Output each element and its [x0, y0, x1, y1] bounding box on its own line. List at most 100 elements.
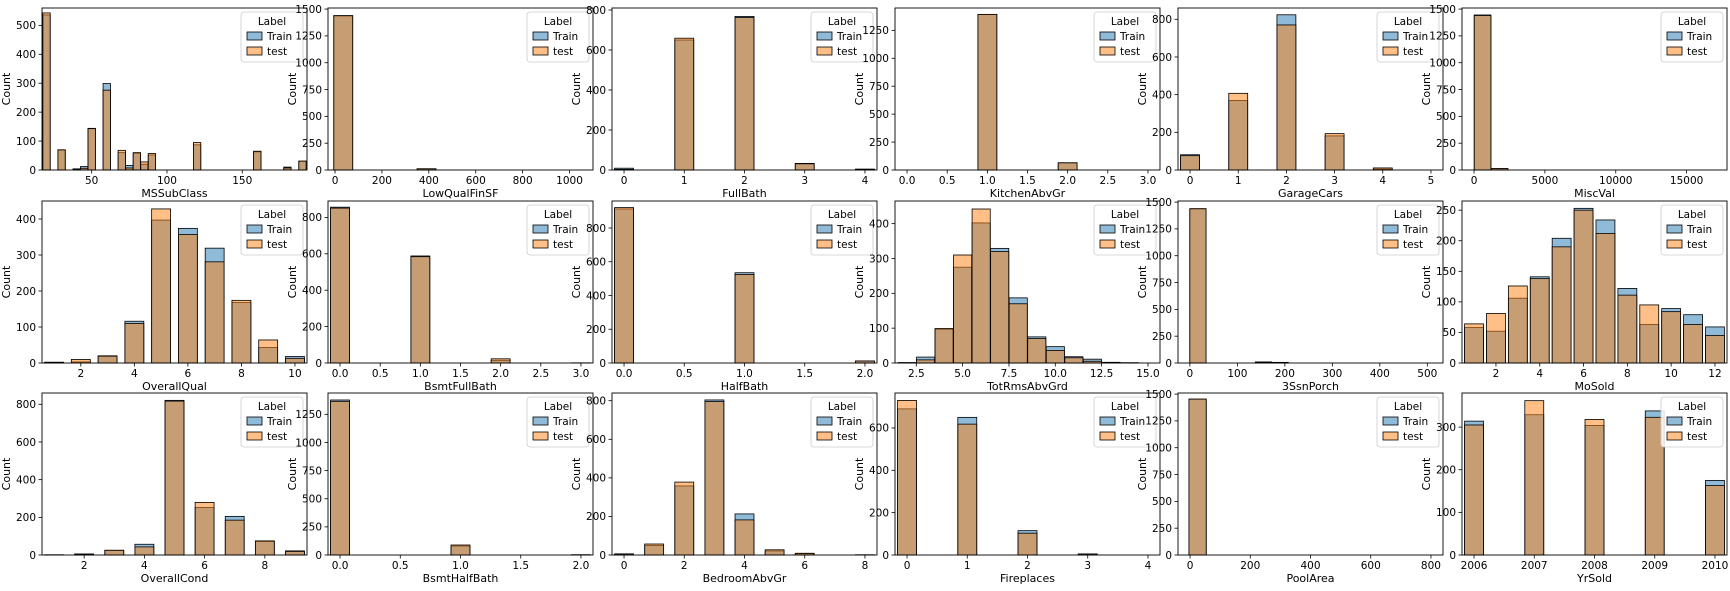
- y-tick-label: 1250: [295, 31, 322, 43]
- y-tick-label: 1250: [1145, 416, 1172, 428]
- bar-test-8: [1617, 294, 1638, 364]
- legend: Label Train test: [1093, 11, 1157, 63]
- bar-test-7: [204, 261, 225, 364]
- legend: Label Train test: [810, 396, 874, 448]
- legend: Label Train test: [810, 11, 874, 63]
- bar-test-10: [285, 357, 305, 364]
- bar-test-6: [1573, 209, 1594, 364]
- legend-entry-test: test: [1120, 46, 1140, 58]
- y-tick-label: 400: [302, 285, 322, 297]
- x-tick-label: 2: [681, 560, 688, 572]
- y-tick-label: 1000: [295, 58, 322, 70]
- x-tick-label: 8: [261, 560, 268, 572]
- x-tick-label: 50: [85, 175, 98, 187]
- x-axis-label: BsmtFullBath: [424, 380, 497, 393]
- y-tick-label: 300: [869, 253, 889, 265]
- y-tick-label: 200: [1436, 236, 1456, 248]
- x-tick-label: 500: [1417, 368, 1437, 380]
- y-tick-label: 1000: [1429, 58, 1456, 70]
- legend-swatch-test: [246, 46, 263, 56]
- bar-test-2: [1276, 24, 1297, 171]
- bar-test-0: [330, 400, 350, 556]
- legend-entry-train: Train: [836, 31, 862, 43]
- y-tick-label: 100: [1436, 297, 1456, 309]
- legend-swatch-train: [246, 31, 263, 41]
- y-tick-label: 100: [1436, 507, 1456, 519]
- y-tick-label: 500: [16, 20, 36, 32]
- bar-test-1: [734, 274, 755, 364]
- x-tick-label: 2.5: [1099, 175, 1116, 187]
- y-tick-label: 0: [1165, 165, 1172, 177]
- legend-entry-test: test: [267, 239, 287, 251]
- y-tick-label: 250: [1152, 331, 1172, 343]
- x-tick-label: 2.0: [1059, 175, 1076, 187]
- y-tick-label: 400: [16, 49, 36, 61]
- legend-entry-test: test: [1403, 239, 1423, 251]
- bar-test-9: [258, 339, 279, 364]
- y-axis-label: Count: [853, 72, 866, 105]
- bar-test-1: [1464, 323, 1484, 364]
- bar-test-4: [934, 328, 954, 364]
- y-axis-label: Count: [1420, 72, 1433, 105]
- bar-test-70: [117, 149, 126, 171]
- y-tick-label: 1500: [1145, 197, 1172, 209]
- x-tick-label: 2.5: [908, 368, 925, 380]
- bar-test-2: [1057, 162, 1078, 171]
- bar-test-17: [1189, 208, 1207, 364]
- x-tick-label: 4: [741, 560, 748, 572]
- x-tick-label: 2006: [1461, 560, 1488, 572]
- subplot-fireplaces: 0 1 2 3 4 0 200 400 600 Fireplaces Count Label Train…: [853, 392, 1161, 585]
- legend-title: Label: [1678, 16, 1706, 28]
- x-tick-label: 400: [1300, 560, 1320, 572]
- bar-test-190: [298, 160, 307, 171]
- legend-swatch-train: [1666, 224, 1683, 234]
- y-tick-label: 800: [586, 5, 606, 17]
- y-tick-label: 300: [16, 250, 36, 262]
- y-tick-label: 400: [16, 214, 36, 226]
- y-axis-label: Count: [0, 72, 13, 105]
- y-tick-label: 800: [586, 396, 606, 408]
- y-tick-label: 200: [16, 107, 36, 119]
- y-tick-label: 750: [302, 84, 322, 96]
- x-axis-label: OverallCond: [141, 572, 209, 585]
- x-tick-label: 2: [1493, 368, 1500, 380]
- bar-test-1: [410, 256, 431, 364]
- x-tick-label: 4: [1536, 368, 1543, 380]
- legend-entry-train: Train: [1402, 224, 1428, 236]
- y-tick-label: 200: [16, 512, 36, 524]
- y-tick-label: 500: [1152, 304, 1172, 316]
- x-tick-label: 4: [131, 368, 138, 380]
- legend-swatch-train: [1099, 224, 1116, 234]
- x-tick-label: 0.5: [939, 175, 956, 187]
- x-axis-label: GarageCars: [1278, 187, 1343, 200]
- legend-entry-train: Train: [1686, 31, 1712, 43]
- bar-test-6: [194, 502, 215, 556]
- y-tick-label: 0: [1165, 550, 1172, 562]
- y-tick-label: 1250: [1429, 31, 1456, 43]
- legend-entry-train: Train: [1119, 31, 1145, 43]
- bar-test-3: [794, 163, 815, 171]
- bar-test-3: [97, 355, 118, 364]
- x-axis-label: BsmtHalfBath: [423, 572, 499, 585]
- bar-test-2: [490, 358, 511, 364]
- y-tick-label: 1000: [295, 437, 322, 449]
- legend: Label Train test: [1660, 204, 1724, 256]
- x-tick-label: 3.0: [1140, 175, 1157, 187]
- legend-entry-train: Train: [1119, 224, 1145, 236]
- y-tick-label: 250: [1152, 523, 1172, 535]
- x-tick-label: 4: [862, 175, 869, 187]
- y-tick-label: 750: [1436, 84, 1456, 96]
- axes-frame: [327, 7, 594, 171]
- legend-swatch-test: [532, 46, 549, 56]
- x-tick-label: 1000: [556, 175, 583, 187]
- bar-test-1: [450, 544, 471, 556]
- bar-test-5: [1551, 246, 1572, 364]
- x-axis-label: BedroomAbvGr: [703, 572, 787, 585]
- legend-entry-train: Train: [266, 416, 292, 428]
- legend-swatch-test: [1382, 431, 1399, 441]
- y-tick-label: 800: [586, 223, 606, 235]
- legend-title: Label: [544, 401, 572, 413]
- y-tick-label: 100: [16, 322, 36, 334]
- y-tick-label: 250: [302, 522, 322, 534]
